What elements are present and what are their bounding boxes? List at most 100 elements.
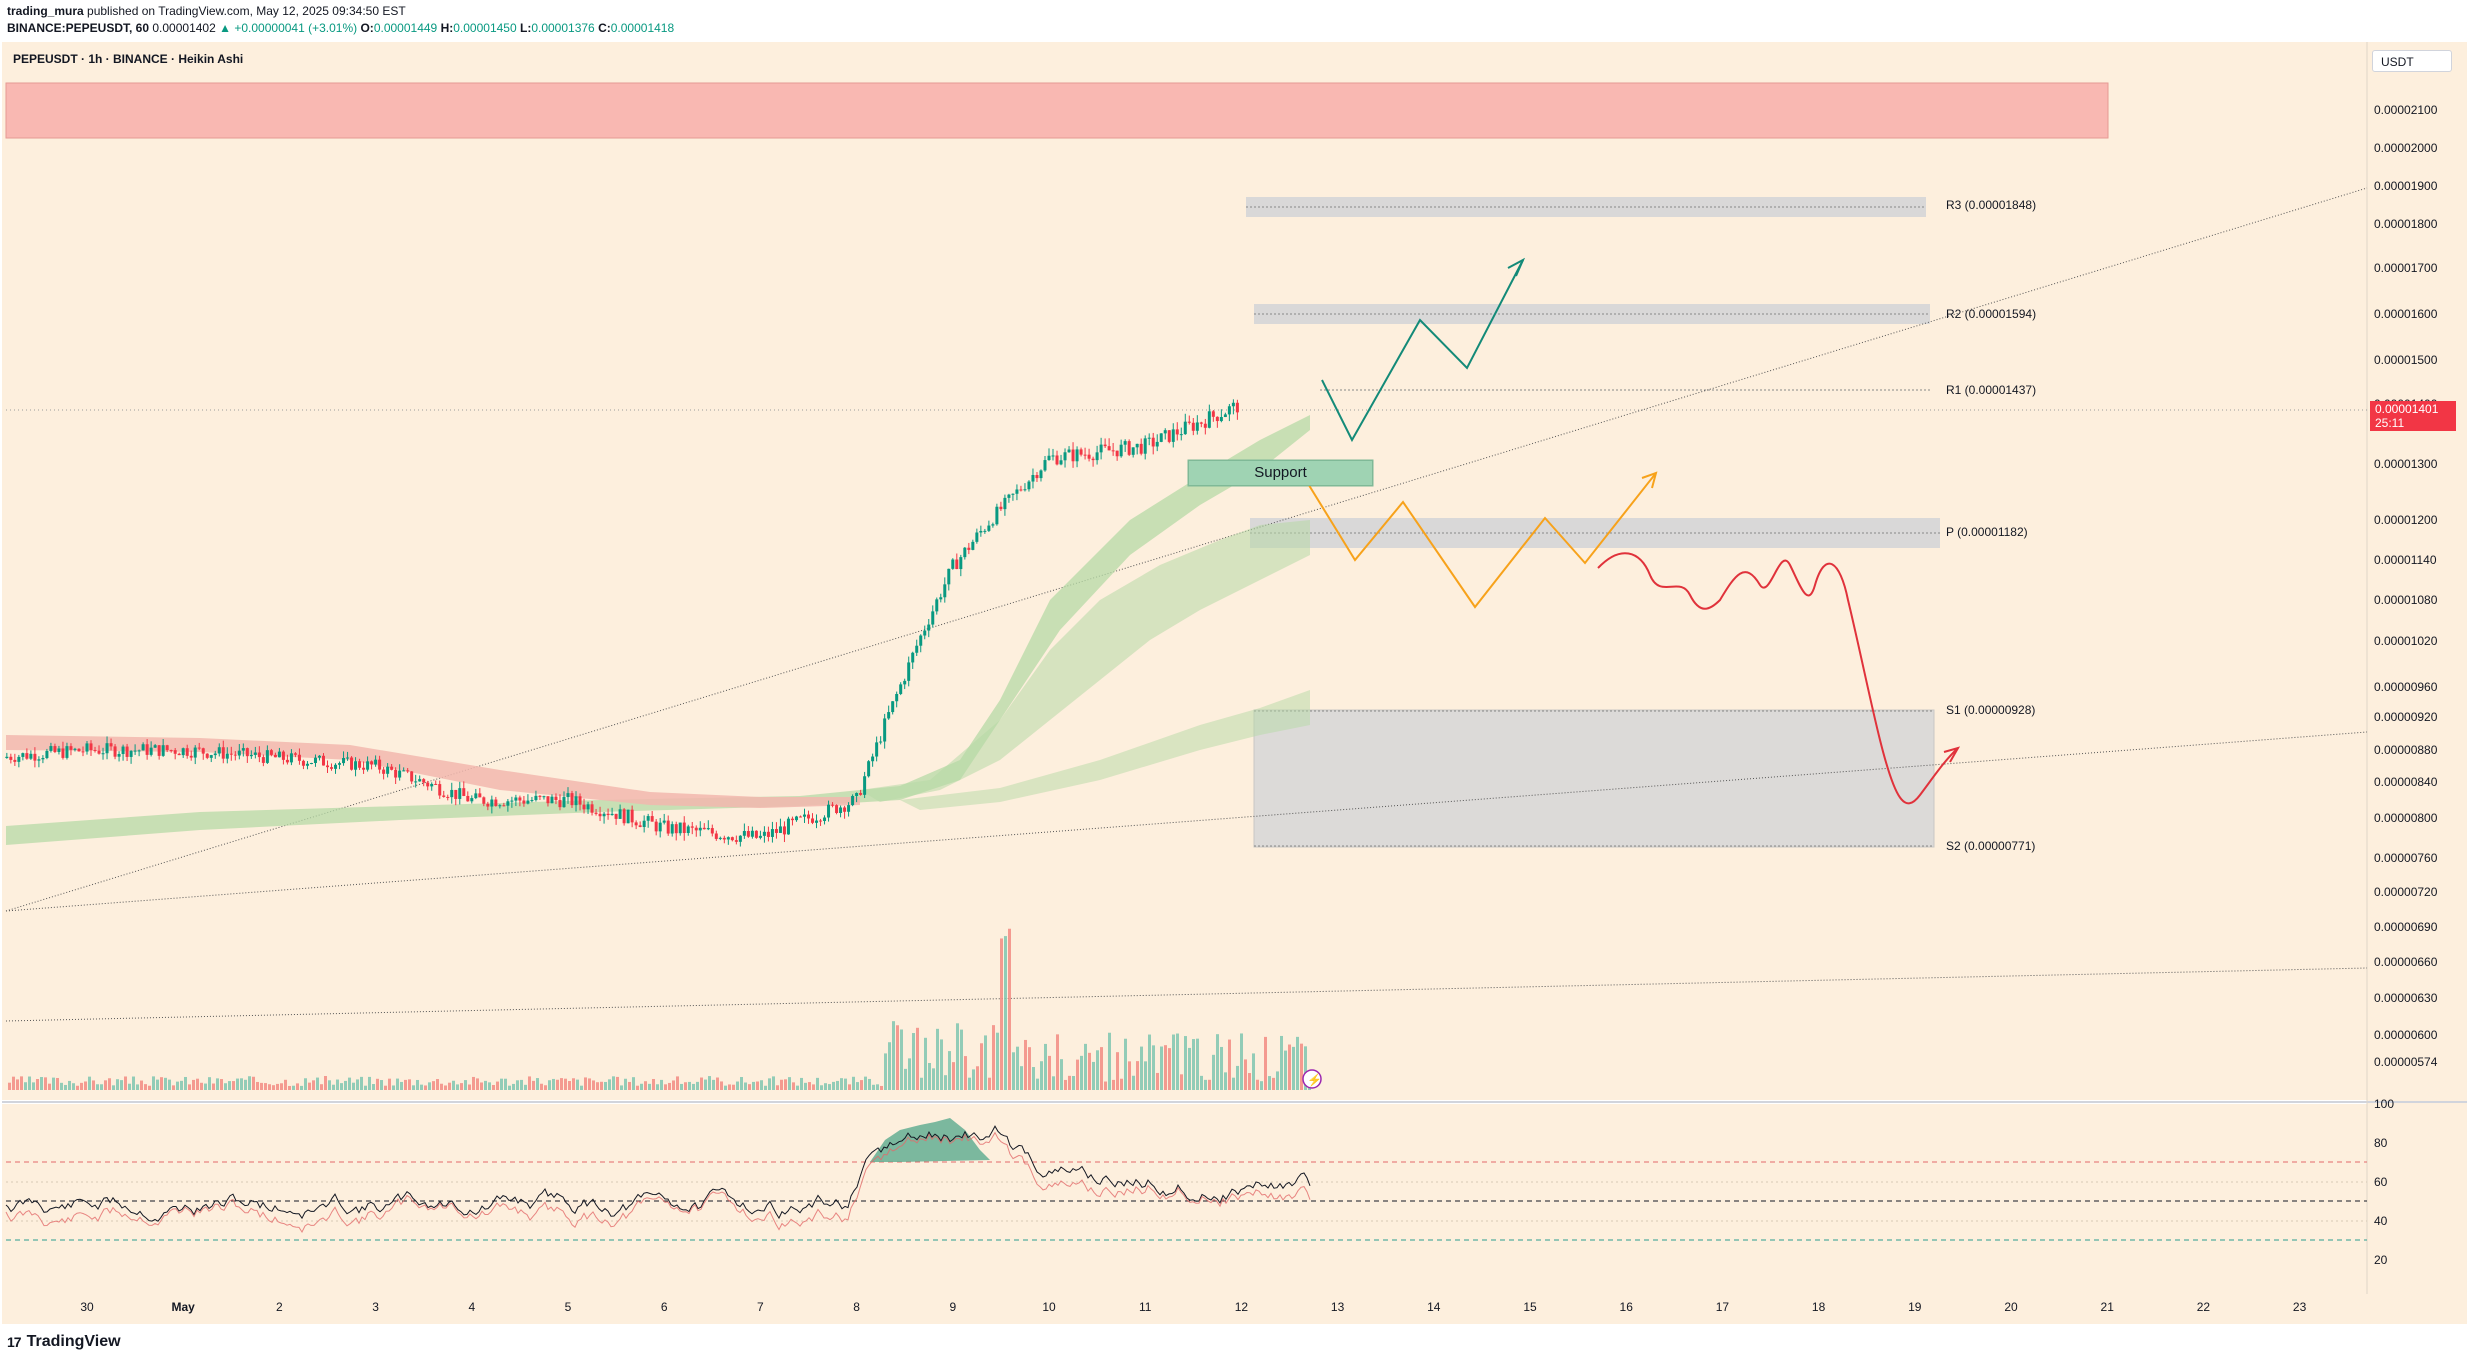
supply-zone[interactable] (5, 82, 2109, 139)
candle-body (157, 745, 161, 756)
volume-bar (832, 1081, 835, 1090)
volume-bar (700, 1077, 703, 1090)
candle-body (382, 769, 386, 774)
volume-bar (716, 1077, 719, 1090)
candle-body (213, 753, 217, 756)
candle-body (871, 756, 875, 762)
volume-bar (352, 1082, 355, 1090)
candle-body (1151, 437, 1155, 447)
author-name[interactable]: trading_mura (7, 4, 84, 18)
chart-canvas[interactable]: R3 (0.00001848) R2 (0.00001594) R1 (0.00… (0, 40, 2469, 1325)
last-price-value: 0.00001401 (2375, 402, 2439, 416)
volume-bar (216, 1078, 219, 1090)
volume-bar (956, 1023, 959, 1090)
candle-body (121, 746, 125, 755)
candle-body (486, 803, 490, 807)
high-label: H: (440, 21, 454, 35)
volume-bar (32, 1082, 35, 1090)
price-tick: 0.00001600 (2374, 307, 2438, 321)
volume-bar (660, 1079, 663, 1090)
candle-body (338, 763, 342, 765)
tradingview-logo[interactable]: 17 TradingView (7, 1333, 121, 1351)
volume-bar (800, 1077, 803, 1090)
candle-body (927, 624, 931, 631)
price-axis[interactable]: 0.00002100 0.00002000 0.00001900 0.00001800… (2374, 103, 2438, 1069)
volume-bar (1164, 1045, 1167, 1090)
volume-bar (884, 1053, 887, 1090)
volume-bar (1180, 1074, 1183, 1090)
candle-body (1123, 441, 1127, 445)
volume-bar (440, 1083, 443, 1090)
chart-frame[interactable]: R3 (0.00001848) R2 (0.00001594) R1 (0.00… (0, 40, 2469, 1325)
rsi-axis[interactable]: 100 80 60 40 20 (2374, 1097, 2394, 1267)
candle-body (983, 530, 987, 532)
candle-body (1051, 455, 1055, 457)
candle-body (37, 759, 41, 761)
candle-body (999, 506, 1003, 510)
volume-bar (756, 1081, 759, 1090)
rsi-tick: 100 (2374, 1097, 2394, 1111)
volume-bar (600, 1081, 603, 1090)
price-tick: 0.00000760 (2374, 851, 2438, 865)
volume-bar (1084, 1043, 1087, 1090)
volume-bar (1036, 1078, 1039, 1090)
volume-bar (144, 1084, 147, 1090)
alert-icon[interactable] (1302, 1069, 1322, 1089)
s1-s2-zone[interactable] (1253, 709, 1935, 848)
price-tick: 0.00001800 (2374, 217, 2438, 231)
volume-bar (160, 1077, 163, 1090)
bottom-trendline[interactable] (5, 967, 2368, 1022)
volume-bar (492, 1084, 495, 1090)
candle-body (1107, 446, 1111, 451)
candle-body (1007, 494, 1011, 498)
volume-bar (556, 1079, 559, 1090)
ema-band-inner (860, 520, 1310, 802)
volume-bar (312, 1080, 315, 1090)
candle-body (77, 748, 81, 752)
candle-body (390, 766, 394, 770)
price-tick: 0.00001080 (2374, 593, 2438, 607)
candle-body (281, 751, 285, 760)
candle-body (233, 754, 237, 756)
candle-body (358, 761, 362, 768)
currency-button[interactable]: USDT (2372, 50, 2452, 72)
time-tick: 21 (2101, 1300, 2115, 1314)
volume-bar (924, 1037, 927, 1090)
volume-bar (432, 1081, 435, 1090)
volume-bar (332, 1084, 335, 1090)
volume-bar (976, 1066, 979, 1090)
candle-body (1195, 422, 1199, 431)
published-text: published on TradingView.com, May 12, 20… (87, 4, 406, 18)
candle-body (189, 755, 193, 758)
candle-body (546, 796, 550, 804)
upper-trendline[interactable] (5, 187, 2368, 912)
neutral-projection[interactable] (1306, 472, 1657, 609)
time-tick: 12 (1235, 1300, 1249, 1314)
publish-header: trading_mura published on TradingView.co… (0, 0, 2469, 40)
volume-bar (1108, 1032, 1111, 1090)
volume-bar (176, 1081, 179, 1090)
candle-body (907, 662, 911, 681)
volume-bar (264, 1083, 267, 1090)
volume-bar (1116, 1052, 1119, 1090)
candle-body (935, 599, 939, 612)
bearish-projection[interactable] (1597, 552, 1959, 805)
volume-bar (1020, 1066, 1023, 1090)
volume-bar (52, 1077, 55, 1090)
candle-body (1139, 443, 1143, 454)
candle-body (658, 822, 662, 832)
candle-body (249, 754, 253, 757)
volume-bar (576, 1079, 579, 1090)
candle-body (434, 783, 438, 785)
volume-bar (1048, 1055, 1051, 1090)
candle-body (578, 796, 582, 805)
time-tick: May (172, 1300, 196, 1314)
lightning-icon: ⚡ (1307, 1073, 1322, 1087)
candle-body (442, 795, 446, 797)
candle-body (458, 788, 462, 799)
candle-body (1003, 497, 1007, 510)
candle-body (939, 597, 943, 600)
candle-body (450, 789, 454, 798)
bullish-projection[interactable] (1321, 259, 1524, 443)
time-axis[interactable]: 30 May 2 3 4 5 6 7 8 9 10 11 12 13 14 15 16 17 18 19 20 21 22 2… (80, 1300, 2306, 1314)
